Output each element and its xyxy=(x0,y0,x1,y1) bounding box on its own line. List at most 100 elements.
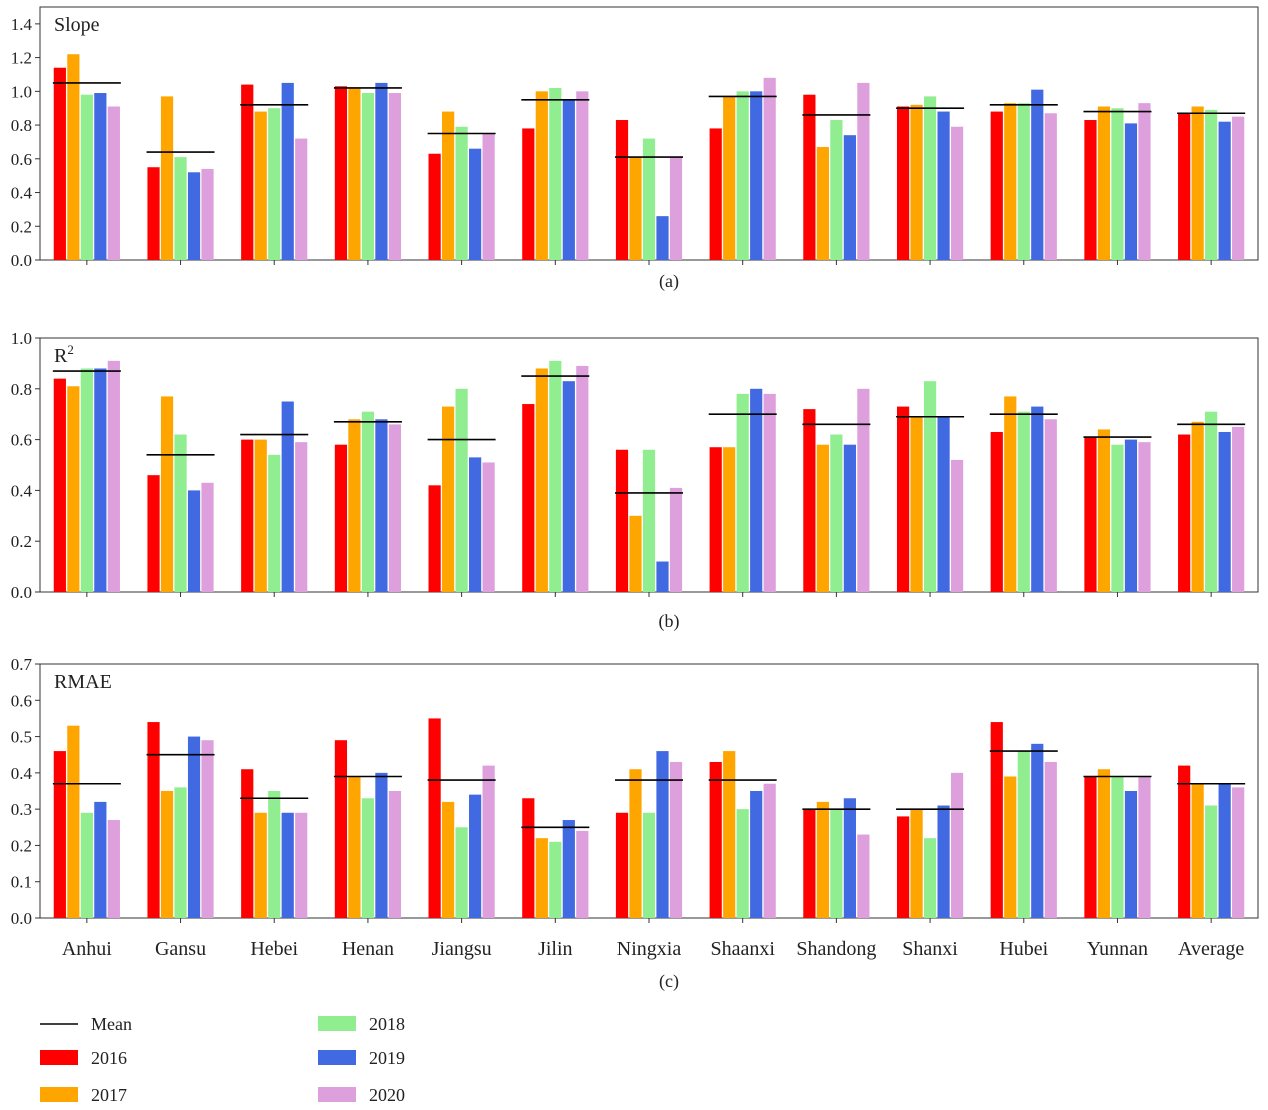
bar-2020-jilin xyxy=(576,830,589,918)
bar-2017-henan xyxy=(348,419,361,592)
bar-2020-shandong xyxy=(857,82,870,261)
bar-2019-shanxi xyxy=(937,416,950,592)
bar-2016-jiangsu xyxy=(428,485,441,592)
x-category-label: Henan xyxy=(342,938,394,960)
panel-caption: (b) xyxy=(659,611,680,632)
bar-2016-hubei xyxy=(990,111,1003,260)
bar-2018-average xyxy=(1205,805,1218,918)
bar-2016-hebei xyxy=(241,769,254,918)
bar-2017-jilin xyxy=(535,368,548,592)
bar-2016-shandong xyxy=(803,94,816,261)
bar-2020-gansu xyxy=(201,740,214,918)
legend-label-2017: 2017 xyxy=(91,1085,127,1105)
bar-2019-average xyxy=(1218,121,1231,260)
y-tick-label: 0.4 xyxy=(11,481,33,500)
legend-label-2018: 2018 xyxy=(369,1014,405,1034)
panel-title-main: RMAE xyxy=(54,671,112,693)
x-category-label: Shanxi xyxy=(902,938,958,960)
bar-2019-hubei xyxy=(1031,406,1044,592)
bar-2017-ningxia xyxy=(629,515,642,592)
y-tick-label: 1.0 xyxy=(11,82,32,101)
bar-2019-hebei xyxy=(281,401,294,592)
y-tick-label: 0.4 xyxy=(11,764,33,783)
bar-2020-shanxi xyxy=(950,459,964,592)
bar-2020-henan xyxy=(388,93,402,261)
bar-2016-anhui xyxy=(53,67,66,260)
bar-2017-hubei xyxy=(1004,103,1017,260)
bar-2020-shaanxi xyxy=(763,783,776,918)
legend: Mean 2016 2017 2018 2019 2020 xyxy=(40,1014,405,1105)
bar-2017-average xyxy=(1191,106,1204,260)
bar-2020-shandong xyxy=(857,388,870,592)
bar-2017-shaanxi xyxy=(723,751,736,918)
y-tick-label: 0.0 xyxy=(11,583,32,602)
legend-swatch-2018 xyxy=(318,1016,356,1031)
bar-2017-average xyxy=(1191,421,1204,592)
bar-2016-gansu xyxy=(147,167,160,260)
legend-label-2019: 2019 xyxy=(369,1048,405,1068)
bar-2020-jiangsu xyxy=(482,462,495,592)
bar-2017-gansu xyxy=(160,791,174,918)
bar-2016-gansu xyxy=(147,475,160,592)
bar-2020-hebei xyxy=(295,442,308,592)
bar-2019-gansu xyxy=(187,172,201,260)
bar-2018-hebei xyxy=(268,454,281,592)
y-tick-label: 1.2 xyxy=(11,49,32,68)
x-category-label: Jiangsu xyxy=(432,938,492,960)
bar-2020-ningxia xyxy=(669,157,683,260)
bar-2019-jiangsu xyxy=(469,148,482,260)
bar-2016-shanxi xyxy=(896,816,910,918)
y-tick-label: 0.6 xyxy=(11,431,32,450)
bar-2019-jiangsu xyxy=(469,457,482,592)
bar-2016-shaanxi xyxy=(709,761,722,918)
bar-2019-anhui xyxy=(94,93,107,261)
bar-2019-henan xyxy=(375,82,388,261)
bar-2019-shandong xyxy=(843,444,856,592)
legend-label-2020: 2020 xyxy=(369,1085,405,1105)
bar-2018-shandong xyxy=(830,120,843,260)
bar-2016-henan xyxy=(334,740,348,918)
bar-2018-hubei xyxy=(1017,411,1030,592)
bar-2016-gansu xyxy=(147,722,160,918)
bar-2020-shaanxi xyxy=(763,393,776,592)
bar-2017-shandong xyxy=(816,146,829,260)
bar-2019-average xyxy=(1218,783,1231,918)
bar-2019-shaanxi xyxy=(750,91,763,260)
bar-2020-henan xyxy=(388,424,402,592)
bar-2016-average xyxy=(1178,765,1191,918)
bar-2019-yunnan xyxy=(1124,791,1138,918)
bar-2020-ningxia xyxy=(669,761,683,918)
bar-2017-gansu xyxy=(160,96,174,260)
panel-caption: (c) xyxy=(659,971,679,992)
bar-2016-anhui xyxy=(53,378,66,592)
bar-2016-shanxi xyxy=(896,406,910,592)
y-tick-label: 0.4 xyxy=(11,184,33,203)
bar-2018-gansu xyxy=(174,434,187,592)
bar-2017-yunnan xyxy=(1097,429,1111,592)
bar-2018-jilin xyxy=(549,360,562,592)
bar-2020-yunnan xyxy=(1138,442,1151,592)
bar-2018-jiangsu xyxy=(455,126,468,260)
bar-2016-yunnan xyxy=(1084,120,1097,260)
bar-2016-average xyxy=(1178,113,1191,260)
bar-2017-hebei xyxy=(254,439,267,592)
y-tick-label: 0.5 xyxy=(11,728,32,747)
legend-label-2016: 2016 xyxy=(91,1048,127,1068)
bar-2018-yunnan xyxy=(1111,108,1124,260)
bar-2017-jiangsu xyxy=(442,111,455,260)
bar-2017-anhui xyxy=(67,725,80,918)
legend-mean-label: Mean xyxy=(91,1014,132,1034)
bar-2018-average xyxy=(1205,109,1218,260)
bar-2016-shaanxi xyxy=(709,128,722,260)
bar-2017-hubei xyxy=(1004,776,1017,918)
bar-2017-hebei xyxy=(254,111,267,260)
bar-2020-shandong xyxy=(857,834,870,918)
bar-2019-shandong xyxy=(843,135,856,260)
bar-2019-jilin xyxy=(562,381,575,592)
bar-2017-yunnan xyxy=(1097,769,1111,918)
panel-c: 0.0 0.1 0.2 0.3 0.4 0.5 0.6 0.7 RMAE Anhui Gansu He… xyxy=(11,655,1259,992)
bar-2018-anhui xyxy=(80,812,93,918)
x-category-label: Hebei xyxy=(250,938,298,960)
bar-2017-ningxia xyxy=(629,769,642,918)
